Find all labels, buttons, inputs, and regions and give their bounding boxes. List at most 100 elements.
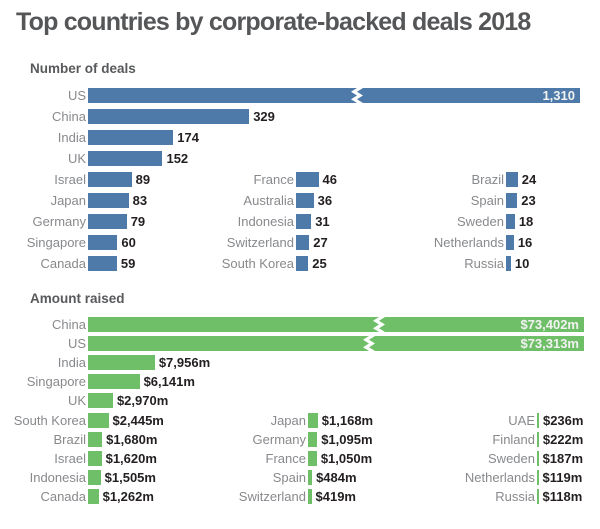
bar-row: Sweden $187m xyxy=(400,451,600,466)
bar-row: Australia 36 xyxy=(180,193,600,208)
amount-bar-chart: China $73,402m US $73,313m India $7,956m Singa… xyxy=(0,317,600,509)
value-bar xyxy=(88,235,118,250)
value-label: $73,313m xyxy=(520,336,579,351)
bar-row: Israel 89 xyxy=(0,172,600,187)
country-label: Finland xyxy=(492,432,535,447)
value-label: 83 xyxy=(132,193,148,208)
value-bar xyxy=(537,489,539,504)
country-label: UAE xyxy=(508,413,535,428)
value-label: $119m xyxy=(542,470,583,485)
value-label: 79 xyxy=(130,214,146,229)
bar-row: UK 152 xyxy=(0,151,600,166)
value-bar xyxy=(506,235,514,250)
value-bar xyxy=(537,451,539,466)
value-bar xyxy=(296,235,310,250)
country-label: France xyxy=(253,172,294,187)
value-label: 59 xyxy=(120,256,136,271)
country-label: Indonesia xyxy=(237,214,294,229)
deals-bar-chart: US 1,310 China 329 India 174 UK 152 Israel 89 Japa… xyxy=(0,88,600,278)
country-label: Japan xyxy=(50,193,86,208)
value-label: 1,310 xyxy=(542,88,575,103)
bar-row: Canada 59 xyxy=(0,256,600,271)
country-label: Singapore xyxy=(26,235,86,250)
country-label: US xyxy=(67,88,86,103)
value-label: 27 xyxy=(313,235,328,250)
country-label: Australia xyxy=(243,193,294,208)
value-bar xyxy=(88,393,113,408)
value-bar xyxy=(88,413,109,428)
bar-row: China 329 xyxy=(0,109,600,124)
value-label: $1,095m xyxy=(321,432,373,447)
value-label: 329 xyxy=(253,109,275,124)
value-bar xyxy=(537,432,539,447)
value-label: $1,050m xyxy=(320,451,373,466)
value-bar xyxy=(537,470,539,485)
bar-row: Brazil $1,680m xyxy=(0,432,600,447)
bar-row: Canada $1,262m xyxy=(0,489,600,504)
value-label: 89 xyxy=(135,172,151,187)
value-label: $1,680m xyxy=(106,432,158,447)
value-label: 25 xyxy=(312,256,327,271)
country-label: Sweden xyxy=(488,451,535,466)
bar-row: Netherlands $119m xyxy=(400,470,600,485)
value-bar xyxy=(88,109,250,124)
value-label: 16 xyxy=(517,235,533,250)
country-label: India xyxy=(57,355,86,370)
country-label: Indonesia xyxy=(29,470,86,485)
value-label: 18 xyxy=(518,214,534,229)
country-label: South Korea xyxy=(221,256,294,271)
bar-row: France 46 xyxy=(180,172,600,187)
value-label: $187m xyxy=(542,451,584,466)
country-label: UK xyxy=(67,151,86,166)
country-label: UK xyxy=(67,393,86,408)
value-label: $7,956m xyxy=(158,355,211,370)
value-bar xyxy=(506,214,515,229)
value-label: $236m xyxy=(542,413,584,428)
value-bar xyxy=(88,432,103,447)
country-label: Russia xyxy=(495,489,535,504)
value-label: $6,141m xyxy=(143,374,195,389)
value-label: 46 xyxy=(322,172,337,187)
value-bar xyxy=(296,172,319,187)
country-label: South Korea xyxy=(13,413,86,428)
country-label: Israel xyxy=(54,172,86,187)
value-label: $484m xyxy=(316,470,357,485)
axis-break-icon xyxy=(351,88,363,103)
value-bar xyxy=(308,451,317,466)
value-label: 24 xyxy=(521,172,537,187)
country-label: Germany xyxy=(252,432,306,447)
value-bar xyxy=(296,214,312,229)
axis-break-icon xyxy=(373,317,385,332)
bar-row: Israel $1,620m xyxy=(0,451,600,466)
bar-row: Singapore $6,141m xyxy=(0,374,600,389)
bar-row: Japan 83 xyxy=(0,193,600,208)
bar-row: Russia 10 xyxy=(390,256,600,271)
bar-row: US 1,310 xyxy=(0,88,600,103)
value-bar xyxy=(308,470,313,485)
country-label: Israel xyxy=(54,451,86,466)
country-label: India xyxy=(57,130,86,145)
bar-row: Singapore 60 xyxy=(0,235,600,250)
country-label: France xyxy=(265,451,306,466)
country-label: Canada xyxy=(40,489,86,504)
value-bar xyxy=(88,451,102,466)
country-label: China xyxy=(52,317,86,332)
value-bar xyxy=(506,193,518,208)
bar-row: Germany 79 xyxy=(0,214,600,229)
value-bar: 1,310 xyxy=(88,88,580,103)
bar-row: South Korea 25 xyxy=(180,256,600,271)
bar-row: India $7,956m xyxy=(0,355,600,370)
bar-row: Sweden 18 xyxy=(390,214,600,229)
value-bar: $73,313m xyxy=(88,336,584,351)
country-label: Canada xyxy=(40,256,86,271)
country-label: Spain xyxy=(470,193,504,208)
bar-row: Brazil 24 xyxy=(390,172,600,187)
country-label: Switzerland xyxy=(226,235,294,250)
bar-row: Germany $1,095m xyxy=(180,432,600,447)
bar-row: Spain $484m xyxy=(180,470,600,485)
axis-break-icon xyxy=(363,336,375,351)
value-label: $1,168m xyxy=(321,413,374,428)
value-bar xyxy=(506,172,518,187)
value-bar xyxy=(88,214,127,229)
